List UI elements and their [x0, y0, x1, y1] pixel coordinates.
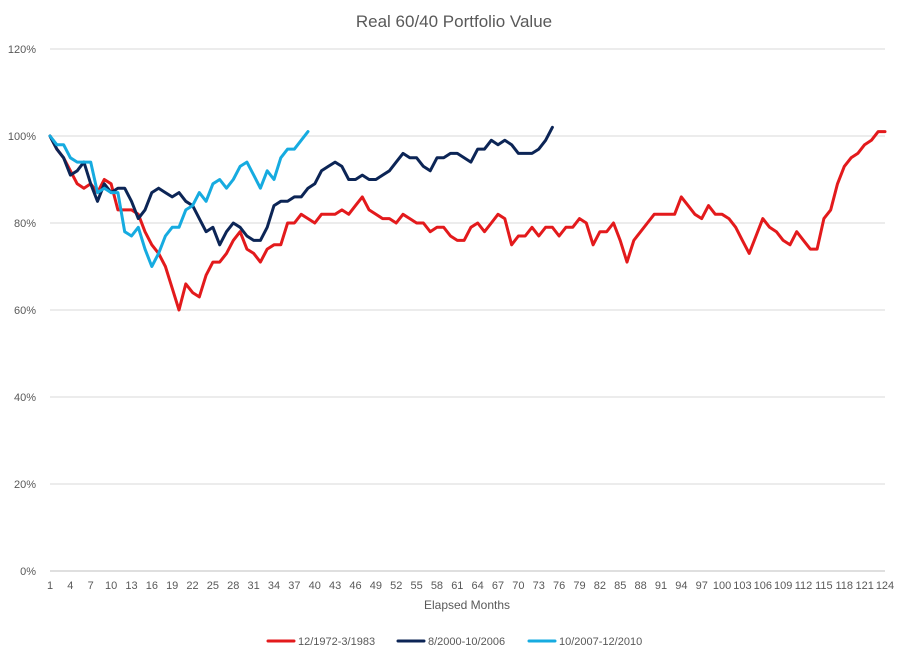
x-tick-label: 46 — [349, 580, 361, 592]
legend-label: 12/1972-3/1983 — [298, 636, 375, 648]
x-tick-label: 25 — [207, 580, 219, 592]
x-tick-label: 106 — [754, 580, 772, 592]
x-tick-label: 94 — [675, 580, 687, 592]
x-tick-label: 58 — [431, 580, 443, 592]
legend-label: 8/2000-10/2006 — [428, 636, 505, 648]
series-line-3 — [48, 130, 310, 268]
x-tick-label: 85 — [614, 580, 626, 592]
x-tick-label: 16 — [146, 580, 158, 592]
y-tick-label: 60% — [14, 305, 36, 317]
x-tick-label: 13 — [125, 580, 137, 592]
x-tick-label: 79 — [573, 580, 585, 592]
x-tick-label: 97 — [696, 580, 708, 592]
x-tick-label: 4 — [67, 580, 73, 592]
x-tick-label: 34 — [268, 580, 280, 592]
legend-label: 10/2007-12/2010 — [559, 636, 642, 648]
x-tick-label: 10 — [105, 580, 117, 592]
x-tick-label: 37 — [288, 580, 300, 592]
x-tick-label: 1 — [47, 580, 53, 592]
series-line-2 — [48, 125, 554, 247]
gridlines — [50, 48, 885, 572]
x-tick-label: 70 — [512, 580, 524, 592]
y-tick-label: 80% — [14, 218, 36, 230]
y-tick-label: 40% — [14, 392, 36, 404]
y-tick-label: 120% — [8, 44, 36, 56]
x-tick-label: 82 — [594, 580, 606, 592]
x-tick-label: 103 — [733, 580, 751, 592]
x-axis-ticks: 1 4 7 10 13 16 19 22 25 28 31 34 37 40 43 46 49 52 55 58 61 6… — [47, 580, 894, 592]
x-tick-label: 61 — [451, 580, 463, 592]
x-tick-label: 19 — [166, 580, 178, 592]
x-tick-label: 121 — [855, 580, 873, 592]
y-tick-label: 20% — [14, 479, 36, 491]
x-tick-label: 124 — [876, 580, 894, 592]
series-lines — [48, 125, 887, 312]
x-tick-label: 31 — [248, 580, 260, 592]
x-tick-label: 91 — [655, 580, 667, 592]
x-tick-label: 7 — [88, 580, 94, 592]
legend: 12/1972-3/1983 8/2000-10/2006 10/2007-12/2… — [266, 636, 642, 648]
x-tick-label: 55 — [410, 580, 422, 592]
x-tick-label: 52 — [390, 580, 402, 592]
x-tick-label: 109 — [774, 580, 792, 592]
x-tick-label: 28 — [227, 580, 239, 592]
x-axis-label: Elapsed Months — [424, 598, 510, 612]
x-tick-label: 76 — [553, 580, 565, 592]
x-tick-label: 118 — [835, 580, 853, 592]
y-tick-label: 100% — [8, 131, 36, 143]
x-tick-label: 22 — [186, 580, 198, 592]
chart-title: Real 60/40 Portfolio Value — [356, 12, 552, 31]
x-tick-label: 49 — [370, 580, 382, 592]
x-tick-label: 115 — [815, 580, 833, 592]
x-tick-label: 73 — [533, 580, 545, 592]
x-tick-label: 88 — [634, 580, 646, 592]
x-tick-label: 40 — [309, 580, 321, 592]
x-tick-label: 64 — [472, 580, 484, 592]
x-tick-label: 100 — [713, 580, 731, 592]
x-tick-label: 112 — [795, 580, 813, 592]
x-tick-label: 67 — [492, 580, 504, 592]
series-line-1 — [48, 130, 887, 312]
y-axis-ticks: 0% 20% 40% 60% 80% 100% 120% — [8, 44, 36, 578]
y-tick-label: 0% — [20, 566, 36, 578]
x-tick-label: 43 — [329, 580, 341, 592]
